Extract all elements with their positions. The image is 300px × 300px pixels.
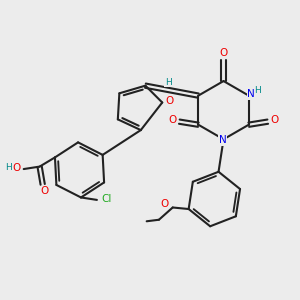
Text: H: H	[5, 163, 12, 172]
Text: O: O	[270, 115, 279, 125]
Text: O: O	[166, 96, 174, 106]
Text: N: N	[219, 135, 227, 145]
Text: H: H	[165, 78, 172, 87]
Text: O: O	[219, 48, 228, 58]
Text: O: O	[12, 164, 20, 173]
Text: H: H	[255, 85, 261, 94]
Text: Cl: Cl	[101, 194, 111, 204]
Text: O: O	[169, 115, 177, 125]
Text: N: N	[247, 89, 255, 99]
Text: O: O	[40, 186, 48, 197]
Text: O: O	[160, 199, 169, 209]
